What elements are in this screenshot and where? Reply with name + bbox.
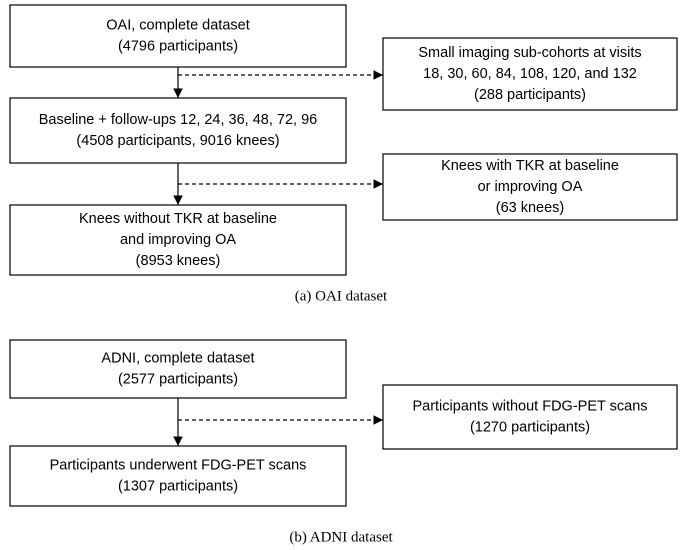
node-box [382,37,678,111]
node-text: (288 participants) [474,87,586,103]
node-text: Participants underwent FDG-PET scans [50,457,307,473]
node-text: Small imaging sub-cohorts at visits [418,45,641,61]
node-box [9,339,347,399]
node-text: Baseline + follow-ups 12, 24, 36, 48, 72… [39,112,318,128]
node-text: (2577 participants) [118,371,238,387]
node-text: (4508 participants, 9016 knees) [76,133,279,149]
node-box [9,204,347,276]
caption: (b) ADNI dataset [289,529,393,545]
caption: (a) OAI dataset [295,288,388,304]
node-text: (1270 participants) [470,419,590,435]
node-box [9,445,347,507]
node-text: 18, 30, 60, 84, 108, 120, and 132 [423,66,637,82]
node-text: OAI, complete dataset [106,17,249,33]
node-text: Knees without TKR at baseline [79,211,277,227]
node-text: ADNI, complete dataset [101,350,254,366]
diagram-layer: OAI, complete dataset (4796 participants)… [9,4,678,545]
node-box [9,4,347,68]
node-box [382,384,678,450]
node-text: Participants without FDG-PET scans [412,398,647,414]
node-text: (8953 knees) [136,253,221,269]
node-text: (63 knees) [496,200,565,216]
node-text: or improving OA [478,179,583,195]
node-text: (1307 participants) [118,478,238,494]
node-box [382,153,678,221]
node-text: Knees with TKR at baseline [441,158,619,174]
node-box [9,97,347,164]
node-text: and improving OA [120,232,236,248]
node-text: (4796 participants) [118,38,238,54]
